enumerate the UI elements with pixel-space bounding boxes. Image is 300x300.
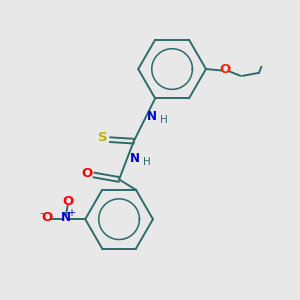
Text: H: H [160, 115, 167, 125]
Text: N: N [130, 152, 140, 165]
Text: O: O [220, 62, 231, 76]
Text: -: - [40, 208, 44, 218]
Text: O: O [81, 167, 92, 180]
Text: +: + [68, 208, 75, 218]
Text: N: N [61, 211, 71, 224]
Text: O: O [62, 195, 73, 208]
Text: N: N [147, 110, 157, 123]
Text: S: S [98, 131, 108, 144]
Text: O: O [41, 211, 52, 224]
Text: H: H [143, 157, 151, 167]
